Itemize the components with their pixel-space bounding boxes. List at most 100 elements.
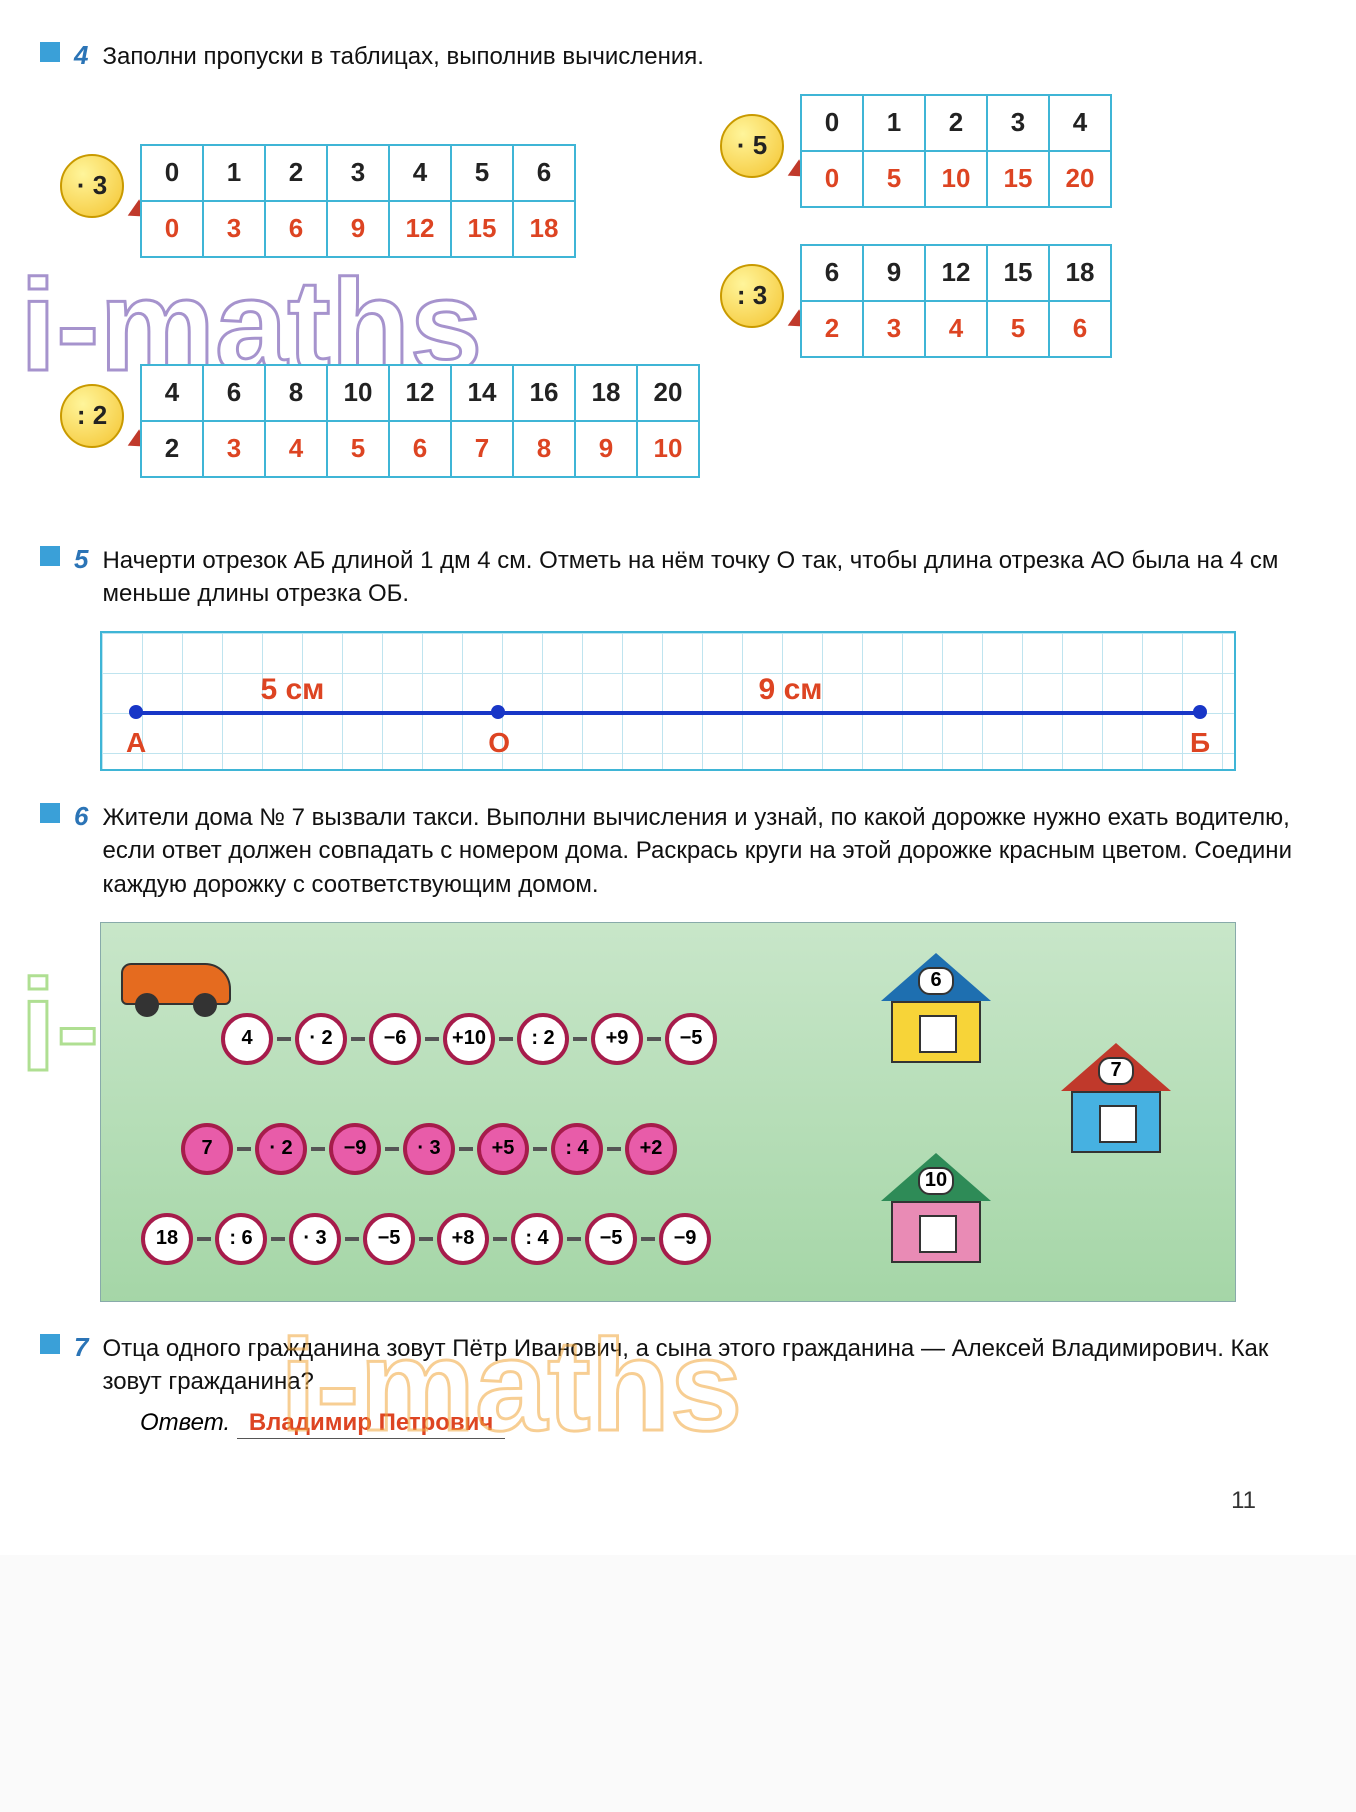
point-label: О (488, 727, 510, 759)
segment-point (129, 705, 143, 719)
operation-bubble: : 2 (60, 384, 124, 448)
chain-link (237, 1147, 251, 1151)
chain-node: 4 (221, 1013, 273, 1065)
problem-5: 5 Начерти отрезок АБ длиной 1 дм 4 см. О… (40, 544, 1296, 771)
table-cell: 12 (389, 365, 451, 421)
chain-link (493, 1237, 507, 1241)
table-cell: 6 (203, 365, 265, 421)
problem-text: Отца одного гражданина зовут Пётр Иванов… (102, 1332, 1296, 1399)
table-cell: 6 (801, 245, 863, 301)
house-body (891, 1201, 981, 1263)
calc-chain: 4· 2−6+10: 2+9−5 (221, 1013, 717, 1065)
table-cell: 1 (203, 145, 265, 201)
table-cell: 9 (327, 201, 389, 257)
table-cell: 14 (451, 365, 513, 421)
chain-node: · 3 (403, 1123, 455, 1175)
calc-table: 01234560369121518 (140, 144, 576, 258)
problem-header: 7 Отца одного гражданина зовут Пётр Иван… (40, 1332, 1296, 1399)
table-cell: 5 (327, 421, 389, 477)
point-label: А (126, 727, 146, 759)
table-cell: 4 (1049, 95, 1111, 151)
table-cell: 2 (141, 421, 203, 477)
table-cell: 5 (863, 151, 925, 207)
car-icon (121, 963, 231, 1005)
table-cell: 18 (1049, 245, 1111, 301)
chain-link (271, 1237, 285, 1241)
table-cell: 3 (987, 95, 1049, 151)
segment-line (132, 711, 1204, 715)
chain-node: −9 (329, 1123, 381, 1175)
operation-bubble: : 3 (720, 264, 784, 328)
chain-node: 7 (181, 1123, 233, 1175)
problem-text: Жители дома № 7 вызвали такси. Выполни в… (102, 801, 1296, 902)
chain-node: +9 (591, 1013, 643, 1065)
table-cell: 8 (513, 421, 575, 477)
segment-point (1193, 705, 1207, 719)
table-cell: 10 (925, 151, 987, 207)
chain-node: −5 (665, 1013, 717, 1065)
table-cell: 15 (987, 245, 1049, 301)
table-cell: 0 (141, 201, 203, 257)
calc-table: 0123405101520 (800, 94, 1112, 208)
chain-node: +8 (437, 1213, 489, 1265)
problem-7: 7 Отца одного гражданина зовут Пётр Иван… (40, 1332, 1296, 1437)
house-body (1071, 1091, 1161, 1153)
table-cell: 9 (575, 421, 637, 477)
calc-chain: 7· 2−9· 3+5: 4+2 (181, 1123, 677, 1175)
table-cell: 5 (451, 145, 513, 201)
table-cell: 4 (265, 421, 327, 477)
chain-link (459, 1147, 473, 1151)
chain-link (567, 1237, 581, 1241)
house-icon: 7 (1061, 1043, 1171, 1153)
house-roof: 6 (881, 953, 991, 1001)
table-cell: 15 (987, 151, 1049, 207)
table-cell: 16 (513, 365, 575, 421)
house-roof: 10 (881, 1153, 991, 1201)
chain-node: +5 (477, 1123, 529, 1175)
problem-number: 7 (74, 1332, 88, 1363)
table-cell: 1 (863, 95, 925, 151)
table-cell: 6 (265, 201, 327, 257)
table-cell: 15 (451, 201, 513, 257)
calc-table: 6912151823456 (800, 244, 1112, 358)
table-cell: 8 (265, 365, 327, 421)
tables-area: · 301234560369121518· 50123405101520: 36… (40, 94, 1296, 514)
house-door (919, 1015, 957, 1053)
page-number: 11 (40, 1467, 1296, 1515)
problem-header: 4 Заполни пропуски в таблицах, выполнив … (40, 40, 1296, 74)
table-cell: 10 (637, 421, 699, 477)
chain-node: −6 (369, 1013, 421, 1065)
table-cell: 18 (575, 365, 637, 421)
operation-bubble: · 5 (720, 114, 784, 178)
chain-link (607, 1147, 621, 1151)
chain-node: : 4 (551, 1123, 603, 1175)
table-cell: 18 (513, 201, 575, 257)
table-cell: 5 (987, 301, 1049, 357)
chain-link (573, 1037, 587, 1041)
house-body (891, 1001, 981, 1063)
problem-6: 6 Жители дома № 7 вызвали такси. Выполни… (40, 801, 1296, 1302)
chain-node: +2 (625, 1123, 677, 1175)
table-cell: 2 (925, 95, 987, 151)
table-cell: 12 (389, 201, 451, 257)
table-cell: 2 (265, 145, 327, 201)
table-cell: 20 (637, 365, 699, 421)
table-cell: 0 (801, 95, 863, 151)
segment-length-label: 5 см (260, 673, 324, 707)
calc-table: 4681012141618202345678910 (140, 364, 700, 478)
scene: 4· 2−6+10: 2+9−57· 2−9· 3+5: 4+218: 6· 3… (100, 922, 1236, 1302)
problem-number: 4 (74, 40, 88, 71)
table-cell: 6 (513, 145, 575, 201)
chain-node: : 6 (215, 1213, 267, 1265)
chain-node: −5 (363, 1213, 415, 1265)
table-cell: 20 (1049, 151, 1111, 207)
chain-link (425, 1037, 439, 1041)
table-cell: 3 (203, 201, 265, 257)
chain-node: +10 (443, 1013, 495, 1065)
chain-node: 18 (141, 1213, 193, 1265)
header-bar-icon (40, 803, 60, 823)
table-cell: 6 (1049, 301, 1111, 357)
chain-node: : 2 (517, 1013, 569, 1065)
table-cell: 3 (863, 301, 925, 357)
point-label: Б (1190, 727, 1210, 759)
